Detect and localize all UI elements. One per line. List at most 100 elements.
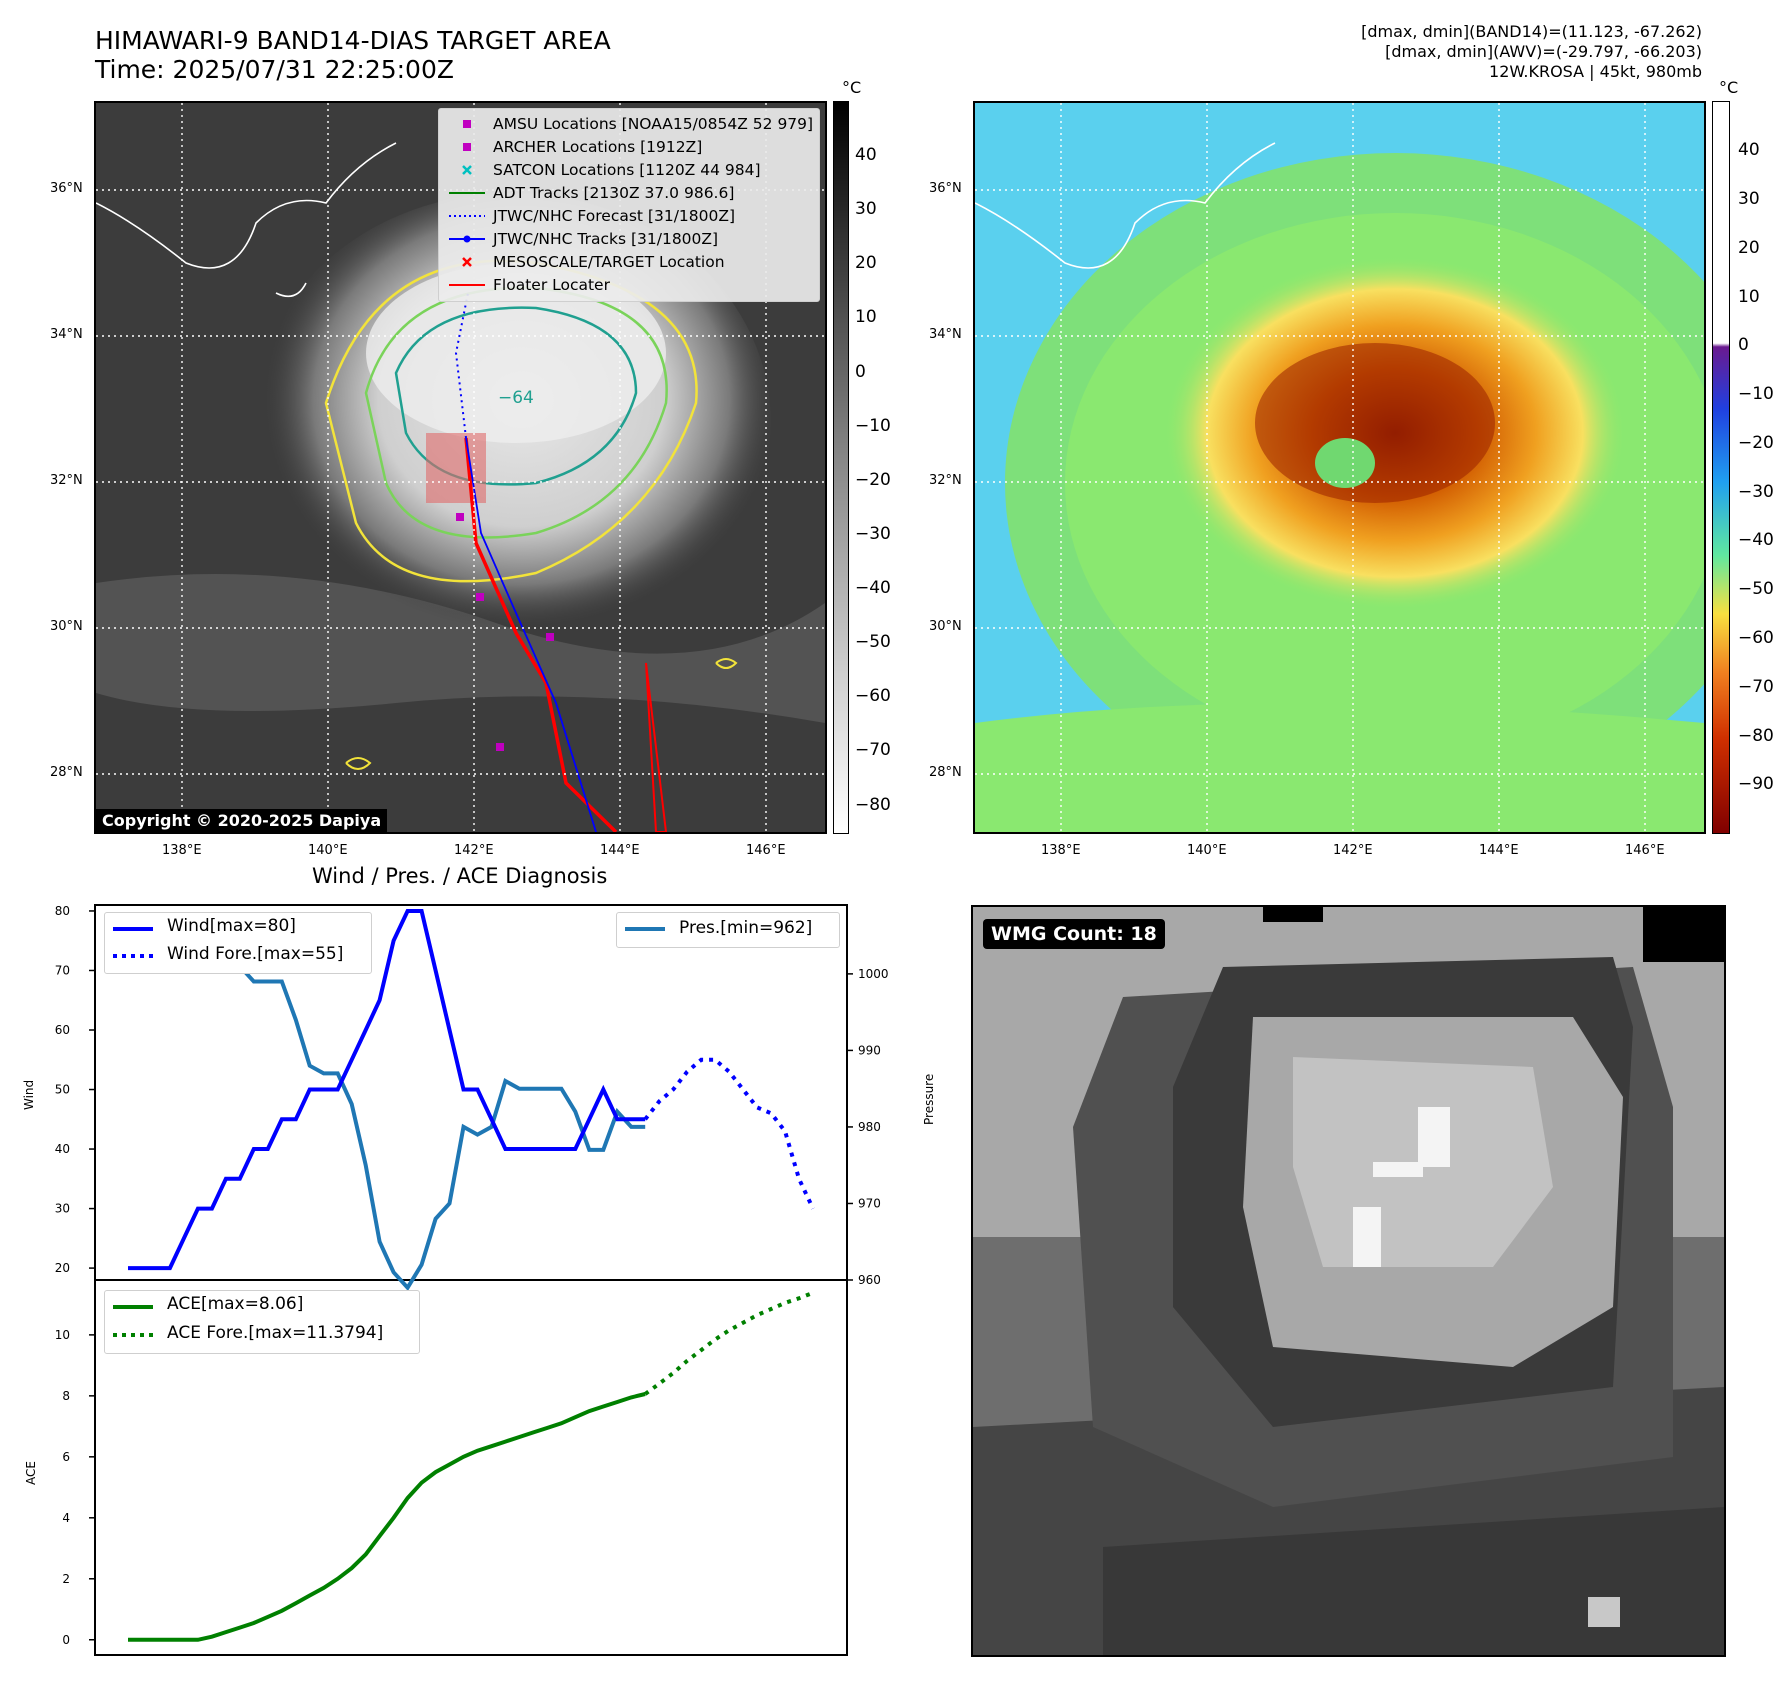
ace-ticks-label: 2 [62, 1572, 70, 1586]
legend-ace: ACE[max=8.06] [167, 1294, 304, 1314]
legend-label: JTWC/NHC Tracks [31/1800Z] [493, 230, 719, 248]
ace-forecast-series-line [644, 1290, 814, 1396]
contour-label: −64 [498, 388, 534, 408]
title-line-2: Time: 2025/07/31 22:25:00Z [95, 55, 454, 84]
ace-ticks-label: 6 [62, 1450, 70, 1464]
title-line-1: HIMAWARI-9 BAND14-DIAS TARGET AREA [95, 26, 611, 55]
ir-cb-tick: −70 [855, 740, 891, 760]
ir-colorbar [833, 101, 849, 834]
wind-ticks-label: 40 [55, 1142, 70, 1156]
magenta-square-icon [463, 120, 471, 128]
wv-cb-tick: −90 [1738, 774, 1774, 794]
legend-label: JTWC/NHC Forecast [31/1800Z] [493, 207, 736, 225]
ir-lon-label: 144°E [600, 843, 640, 858]
ir-cb-tick: −30 [855, 524, 891, 544]
pres-ticks-label: 980 [858, 1120, 881, 1134]
ir-lon-label: 140°E [308, 843, 348, 858]
info-block: [dmax, dmin](BAND14)=(11.123, -67.262) [… [1361, 22, 1702, 82]
wv-lon-label: 142°E [1333, 843, 1373, 858]
wind-series-line [128, 909, 646, 1271]
wv-cb-tick: 40 [1738, 140, 1760, 160]
ir-cb-tick: 20 [855, 253, 877, 273]
ir-cb-tick: −80 [855, 795, 891, 815]
ace-series-line [128, 1392, 646, 1642]
wv-cb-tick: −40 [1738, 530, 1774, 550]
ace-ticks-label: 10 [55, 1328, 70, 1342]
wind-forecast-series-line [643, 1057, 815, 1210]
wind-ticks-label: 60 [55, 1023, 70, 1037]
pressure-legend-symbol [625, 927, 665, 931]
pres-ticks-label: 970 [858, 1196, 881, 1210]
ir-lat-label: 32°N [50, 473, 83, 488]
ir-lat-label: 28°N [50, 765, 83, 780]
wv-lon-label: 146°E [1625, 843, 1665, 858]
ir-cb-tick: −20 [855, 470, 891, 490]
wv-lat-label: 36°N [929, 181, 962, 196]
info-line-3: 12W.KROSA | 45kt, 980mb [1489, 62, 1702, 81]
wv-lon-label: 144°E [1479, 843, 1519, 858]
magenta-square-icon [463, 143, 471, 151]
ir-cb-tick: −40 [855, 578, 891, 598]
wv-cb-tick: −60 [1738, 628, 1774, 648]
ir-cb-tick: 30 [855, 199, 877, 219]
wv-cb-tick: 30 [1738, 189, 1760, 209]
ir-cb-tick: 0 [855, 362, 866, 382]
ir-cb-tick: −60 [855, 686, 891, 706]
wv-lon-label: 138°E [1041, 843, 1081, 858]
copyright-label: Copyright © 2020-2025 Dapiya [96, 809, 388, 832]
ir-lon-label: 138°E [162, 843, 202, 858]
wv-cb-tick: 20 [1738, 238, 1760, 258]
info-line-1: [dmax, dmin](BAND14)=(11.123, -67.262) [1361, 22, 1702, 41]
legend-label: MESOSCALE/TARGET Location [493, 253, 725, 271]
wind-ticks-label: 30 [55, 1202, 70, 1216]
ir-cb-tick: −50 [855, 632, 891, 652]
wv-cb-tick: −30 [1738, 482, 1774, 502]
wv-cb-tick: −50 [1738, 579, 1774, 599]
ace-ticks-label: 8 [62, 1389, 70, 1403]
wv-cb-tick: −20 [1738, 433, 1774, 453]
pres-ticks-label: 960 [858, 1273, 881, 1287]
wv-lat-label: 32°N [929, 473, 962, 488]
legend-ace-forecast: ACE Fore.[max=11.3794] [167, 1323, 384, 1343]
diagnosis-title: Wind / Pres. / ACE Diagnosis [312, 864, 608, 888]
legend-wind: Wind[max=80] [167, 916, 296, 936]
ace-ticks-label: 4 [62, 1511, 70, 1525]
wind-legend-symbols [113, 927, 153, 958]
wind-ticks-label: 80 [55, 904, 70, 918]
ace-legend: ACE[max=8.06] ACE Fore.[max=11.3794] [104, 1290, 420, 1354]
legend-label: SATCON Locations [1120Z 44 984] [493, 161, 761, 179]
ir-lat-label: 30°N [50, 619, 83, 634]
pressure-legend: Pres.[min=962] [616, 912, 840, 948]
wind-ticks-label: 20 [55, 1261, 70, 1275]
red-x-icon [462, 257, 472, 267]
wv-lat-label: 30°N [929, 619, 962, 634]
wv-colorbar [1712, 101, 1730, 834]
ir-legend: AMSU Locations [NOAA15/0854Z 52 979] ARC… [438, 108, 820, 302]
wind-ticks-label: 70 [55, 963, 70, 977]
legend-label: Floater Locater [493, 276, 610, 294]
wv-colorbar-unit: °C [1719, 78, 1739, 97]
wv-cb-tick: −10 [1738, 384, 1774, 404]
wv-cb-tick: −80 [1738, 726, 1774, 746]
pres-ticks-label: 990 [858, 1043, 881, 1057]
ir-lat-label: 36°N [50, 181, 83, 196]
ir-lat-label: 34°N [50, 327, 83, 342]
wmg-panel: WMG Count: 18 [971, 905, 1726, 1657]
wv-lon-label: 140°E [1187, 843, 1227, 858]
blue-line-dot-icon [449, 235, 485, 243]
ir-lon-label: 142°E [454, 843, 494, 858]
wind-legend: Wind[max=80] Wind Fore.[max=55] [104, 912, 372, 974]
pres-ticks-label: 1000 [858, 967, 889, 981]
ir-cb-tick: −10 [855, 416, 891, 436]
cyan-x-icon [462, 165, 472, 175]
legend-pressure: Pres.[min=962] [679, 918, 813, 938]
ace-chart-frame [94, 1279, 848, 1656]
legend-wind-forecast: Wind Fore.[max=55] [167, 944, 344, 964]
info-line-2: [dmax, dmin](AWV)=(-29.797, -66.203) [1385, 42, 1702, 61]
wind-ticks-label: 50 [55, 1083, 70, 1097]
wv-map-panel [973, 101, 1706, 834]
green-line-icon [449, 192, 485, 194]
wmg-count-badge: WMG Count: 18 [983, 919, 1165, 949]
wv-cb-tick: 10 [1738, 287, 1760, 307]
